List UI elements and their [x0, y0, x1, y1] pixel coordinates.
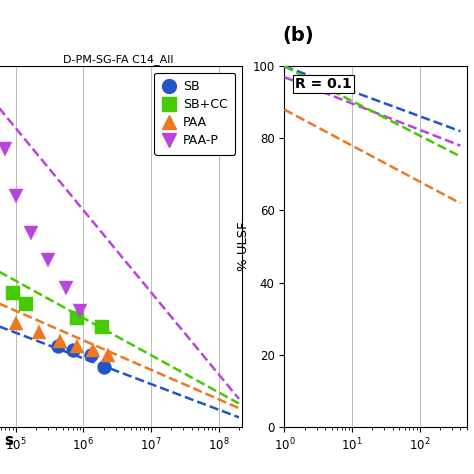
Text: (b): (b) [282, 26, 314, 45]
Text: s: s [5, 433, 14, 448]
Text: R = 0.1: R = 0.1 [295, 77, 352, 91]
Y-axis label: % ULSF: % ULSF [237, 222, 250, 271]
Title: D-PM-SG-FA C14_All: D-PM-SG-FA C14_All [63, 54, 174, 65]
Legend: SB, SB+CC, PAA, PAA-P: SB, SB+CC, PAA, PAA-P [155, 73, 236, 155]
